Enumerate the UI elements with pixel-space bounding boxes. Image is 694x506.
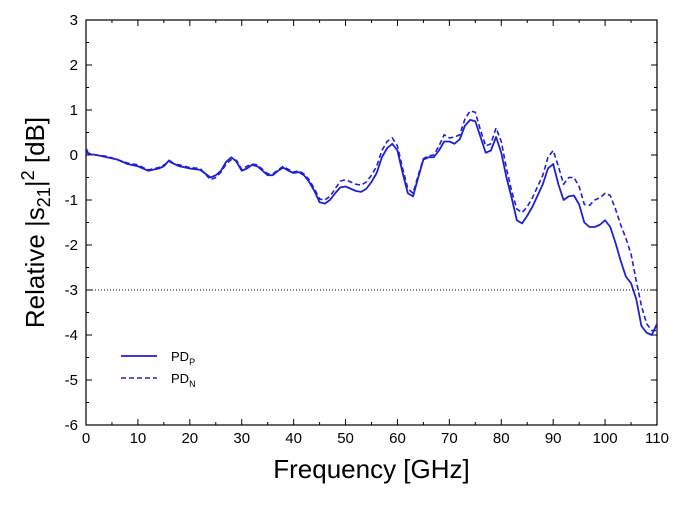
series-line-pd-n bbox=[85, 110, 657, 332]
x-tick-label: 50 bbox=[337, 430, 354, 447]
y-axis-title-superscript: 2 bbox=[18, 170, 38, 180]
y-tick-label: -5 bbox=[65, 372, 78, 389]
y-tick-label: -4 bbox=[65, 327, 78, 344]
y-tick-label: 3 bbox=[70, 12, 78, 29]
y-axis-title-mid: | bbox=[20, 180, 50, 187]
x-tick-label: 60 bbox=[389, 430, 406, 447]
y-axis-title-suffix: [dB] bbox=[20, 117, 50, 170]
legend-label-pdp-main: PD bbox=[171, 349, 189, 364]
y-tick-label: -2 bbox=[65, 237, 78, 254]
x-tick-label: 20 bbox=[181, 430, 198, 447]
series-line-pd-p bbox=[85, 119, 658, 336]
legend-label-pdn-main: PD bbox=[171, 371, 189, 386]
legend-label-pdn: PDN bbox=[171, 371, 196, 389]
y-axis-title: Relative |s21|2 [dB] bbox=[18, 117, 54, 328]
legend: PDP PDN bbox=[121, 349, 196, 389]
x-tick-label: 90 bbox=[545, 430, 562, 447]
y-tick-label: -1 bbox=[65, 192, 78, 209]
series-layer bbox=[85, 110, 658, 336]
plot-frame bbox=[85, 19, 658, 426]
x-axis-title: Frequency [GHz] bbox=[273, 454, 470, 484]
y-tick-label: -3 bbox=[65, 282, 78, 299]
x-tick-label: 70 bbox=[441, 430, 458, 447]
x-tick-label: 10 bbox=[130, 430, 147, 447]
legend-label-pdp: PDP bbox=[171, 349, 195, 367]
x-tick-label: 30 bbox=[233, 430, 250, 447]
y-tick-label: -6 bbox=[65, 417, 78, 434]
x-tick-label: 100 bbox=[593, 430, 618, 447]
x-tick-label: 0 bbox=[82, 430, 90, 447]
y-axis-title-prefix: Relative |s bbox=[20, 207, 50, 328]
legend-label-pdp-subscript: P bbox=[189, 357, 195, 367]
x-tick-label: 110 bbox=[645, 430, 669, 447]
y-axis-title-subscript: 21 bbox=[34, 187, 54, 207]
y-tick-label: 0 bbox=[70, 147, 78, 164]
x-axis-ticks: 0 10 20 30 40 50 60 70 80 90 100 110 bbox=[82, 20, 669, 447]
y-tick-label: 1 bbox=[70, 102, 78, 119]
x-tick-label: 80 bbox=[493, 430, 510, 447]
legend-label-pdn-subscript: N bbox=[189, 379, 196, 389]
y-tick-label: 2 bbox=[70, 57, 78, 74]
y-axis-ticks: 3 2 1 0 -1 -2 -3 -4 -5 -6 bbox=[65, 12, 657, 434]
x-tick-label: 40 bbox=[285, 430, 302, 447]
